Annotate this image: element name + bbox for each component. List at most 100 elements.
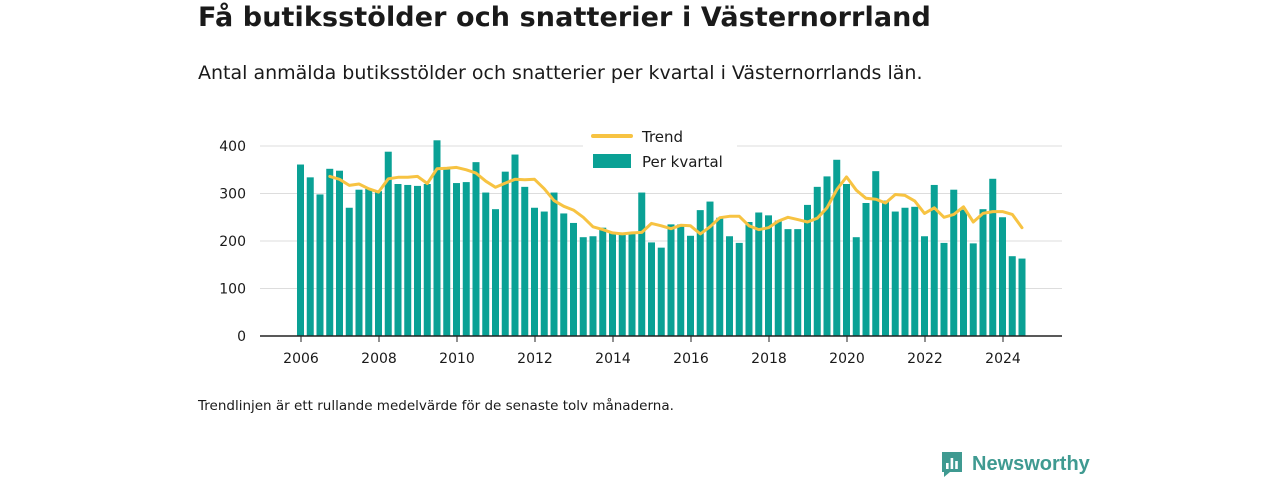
bar — [755, 212, 763, 336]
bar — [687, 235, 694, 336]
bar — [297, 164, 304, 336]
bar — [852, 237, 860, 336]
bar — [618, 234, 626, 336]
bar — [726, 236, 733, 336]
bar — [579, 237, 587, 336]
x-tick-label: 2016 — [673, 351, 709, 367]
bar — [589, 236, 597, 336]
bar — [940, 242, 948, 336]
x-tick-label: 2018 — [751, 351, 787, 367]
bar — [560, 213, 568, 336]
bar — [326, 168, 334, 336]
bar — [570, 222, 577, 336]
footnote: Trendlinjen är ett rullande medelvärde f… — [198, 398, 674, 414]
x-tick-label: 2008 — [361, 351, 397, 367]
bar — [492, 209, 499, 336]
bar — [443, 167, 451, 336]
x-tick-label: 2006 — [283, 351, 319, 367]
bar — [891, 211, 899, 336]
bar — [804, 204, 811, 336]
bar — [911, 206, 919, 336]
bar — [414, 185, 421, 336]
bar-chart-logo-icon — [942, 452, 962, 477]
bar — [384, 151, 392, 336]
bar — [316, 194, 324, 336]
legend: Trend Per kvartal — [583, 124, 737, 180]
bar — [882, 200, 889, 336]
bar — [765, 215, 772, 336]
bars — [297, 140, 1026, 336]
bar — [784, 229, 792, 336]
brand-logo: Newsworthy — [940, 450, 1090, 478]
bar — [901, 207, 909, 336]
x-tick-label: 2020 — [829, 351, 865, 367]
x-tick-label: 2010 — [439, 351, 475, 367]
bar — [930, 184, 938, 336]
x-tick-label: 2024 — [985, 351, 1021, 367]
x-axis-ticks: 2006 2008 2010 2012 2014 2016 2018 2020 2022 2024 — [283, 336, 1021, 367]
bar — [599, 227, 607, 336]
bar — [648, 242, 655, 336]
bar — [511, 154, 519, 336]
bar — [1008, 256, 1016, 336]
bar — [979, 209, 987, 336]
x-tick-label: 2012 — [517, 351, 553, 367]
y-axis-ticks: 0 100 200 300 400 — [219, 139, 246, 345]
bar — [960, 209, 967, 336]
bar — [531, 207, 538, 336]
bar — [540, 211, 548, 336]
bar — [862, 203, 870, 336]
bar — [482, 192, 490, 336]
bar — [735, 242, 743, 336]
bar — [394, 184, 402, 336]
bar — [969, 243, 977, 336]
bar — [628, 232, 636, 336]
bar — [550, 192, 558, 336]
bar — [375, 191, 382, 336]
bar — [609, 232, 616, 336]
trend-line — [328, 165, 1024, 236]
bar — [989, 178, 997, 336]
bar — [706, 201, 714, 336]
legend-bar-swatch — [593, 154, 631, 168]
bar — [794, 229, 802, 336]
bar — [921, 236, 928, 336]
bar — [345, 207, 353, 336]
bar — [667, 224, 675, 336]
bar — [950, 189, 958, 336]
x-tick-label: 2022 — [907, 351, 943, 367]
chart-title: Få butiksstölder och snatterier i Väster… — [198, 2, 931, 33]
legend-trend-label: Trend — [641, 128, 683, 146]
bar — [999, 217, 1006, 336]
bar — [843, 184, 850, 336]
y-tick-label: 200 — [219, 234, 246, 250]
bar — [355, 189, 363, 336]
bar — [833, 159, 841, 336]
bar — [745, 222, 753, 336]
bar — [1018, 258, 1026, 336]
trend-line-layer — [328, 165, 1024, 236]
bar — [365, 188, 373, 336]
legend-background — [583, 124, 737, 180]
bar — [453, 183, 460, 336]
bar — [677, 224, 685, 336]
bar — [823, 176, 831, 336]
y-tick-label: 300 — [219, 187, 246, 203]
bar — [774, 220, 782, 336]
bar — [472, 162, 480, 336]
y-tick-label: 0 — [237, 329, 246, 345]
brand-name: Newsworthy — [972, 452, 1090, 475]
bar — [872, 171, 880, 336]
x-tick-label: 2014 — [595, 351, 631, 367]
bar — [638, 192, 646, 336]
bar — [716, 217, 724, 336]
bar — [336, 170, 343, 336]
bar — [462, 182, 470, 336]
bar — [306, 177, 314, 336]
bar — [423, 184, 431, 336]
bar — [696, 210, 704, 336]
bar — [521, 186, 529, 336]
bar — [501, 171, 509, 336]
chart-subtitle: Antal anmälda butiksstölder och snatteri… — [198, 62, 923, 84]
